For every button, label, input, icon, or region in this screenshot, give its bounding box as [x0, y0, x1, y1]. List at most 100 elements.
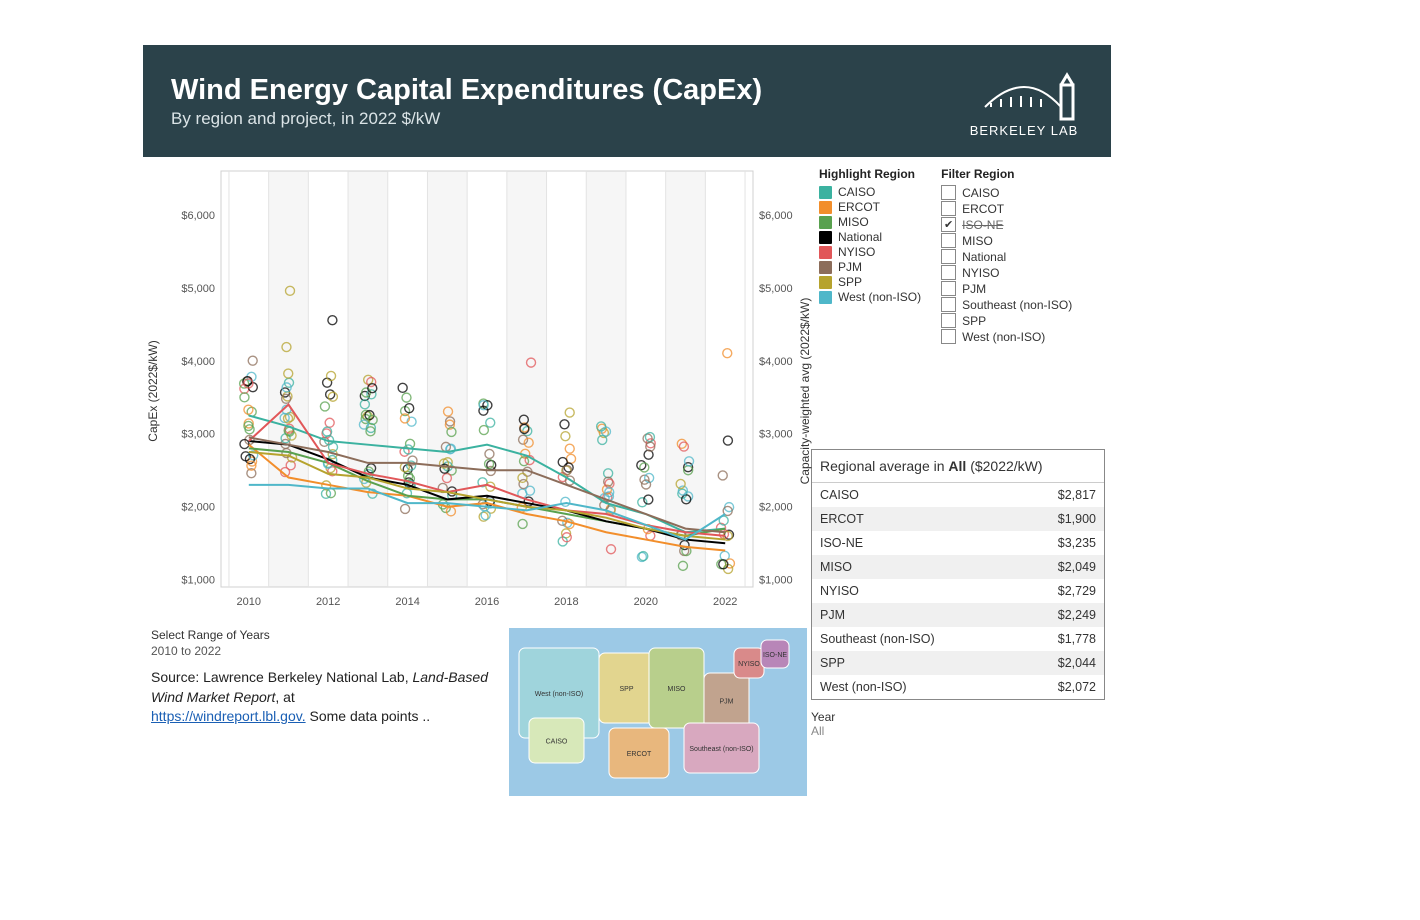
- legend-label: MISO: [838, 215, 869, 229]
- header-text: Wind Energy Capital Expenditures (CapEx)…: [171, 74, 762, 129]
- side-column: Highlight Region CAISOERCOTMISONationalN…: [811, 161, 1111, 796]
- year-range-value: 2010 to 2022: [151, 644, 491, 658]
- capex-chart[interactable]: $1,000$1,000$2,000$2,000$3,000$3,000$4,0…: [143, 161, 811, 617]
- region-cell: PJM: [812, 603, 1018, 627]
- checkbox-icon[interactable]: [941, 233, 956, 248]
- svg-text:$6,000: $6,000: [181, 210, 215, 222]
- checkbox-icon[interactable]: ✔: [941, 217, 956, 232]
- legend-label: NYISO: [838, 245, 875, 259]
- filter-item-west-non-iso-[interactable]: West (non-ISO): [941, 329, 1072, 344]
- checkbox-icon[interactable]: [941, 297, 956, 312]
- value-cell: $1,778: [1018, 627, 1104, 651]
- highlight-region-legend[interactable]: Highlight Region CAISOERCOTMISONationalN…: [819, 167, 921, 345]
- checkbox-icon[interactable]: [941, 201, 956, 216]
- highlight-item-spp[interactable]: SPP: [819, 275, 921, 289]
- region-cell: Southeast (non-ISO): [812, 627, 1018, 651]
- year-range-label: Select Range of Years: [151, 628, 491, 642]
- svg-text:CAISO: CAISO: [546, 739, 568, 746]
- table-row[interactable]: West (non-ISO)$2,072: [812, 675, 1104, 699]
- svg-text:$2,000: $2,000: [759, 502, 793, 514]
- checkbox-icon[interactable]: [941, 281, 956, 296]
- value-cell: $2,249: [1018, 603, 1104, 627]
- svg-text:NYISO: NYISO: [738, 661, 760, 668]
- svg-text:$6,000: $6,000: [759, 210, 793, 222]
- legends-row: Highlight Region CAISOERCOTMISONationalN…: [811, 161, 1111, 349]
- table-row[interactable]: PJM$2,249: [812, 603, 1104, 627]
- filter-item-nyiso[interactable]: NYISO: [941, 265, 1072, 280]
- table-title-bold: All: [948, 458, 966, 474]
- highlight-item-nyiso[interactable]: NYISO: [819, 245, 921, 259]
- highlight-item-miso[interactable]: MISO: [819, 215, 921, 229]
- filter-item-caiso[interactable]: CAISO: [941, 185, 1072, 200]
- svg-text:$1,000: $1,000: [759, 575, 793, 587]
- table-row[interactable]: ERCOT$1,900: [812, 507, 1104, 531]
- legend-label: SPP: [962, 314, 986, 328]
- highlight-item-ercot[interactable]: ERCOT: [819, 200, 921, 214]
- region-cell: NYISO: [812, 579, 1018, 603]
- highlight-item-caiso[interactable]: CAISO: [819, 185, 921, 199]
- source-link[interactable]: https://windreport.lbl.gov.: [151, 708, 306, 724]
- region-cell: MISO: [812, 555, 1018, 579]
- swatch-icon: [819, 276, 832, 289]
- table-row[interactable]: ISO-NE$3,235: [812, 531, 1104, 555]
- filter-item-iso-ne[interactable]: ✔ISO-NE: [941, 217, 1072, 232]
- highlight-legend-title: Highlight Region: [819, 167, 921, 181]
- svg-text:2022: 2022: [713, 596, 737, 608]
- checkbox-icon[interactable]: [941, 249, 956, 264]
- table-row[interactable]: MISO$2,049: [812, 555, 1104, 579]
- region-cell: West (non-ISO): [812, 675, 1018, 699]
- regional-average-table: Regional average in All ($2022/kW) CAISO…: [811, 449, 1105, 700]
- svg-text:2016: 2016: [475, 596, 499, 608]
- year-filter-label: Year: [811, 710, 1111, 724]
- svg-text:$5,000: $5,000: [759, 283, 793, 295]
- legend-label: SPP: [838, 275, 862, 289]
- table-title-prefix: Regional average in: [820, 458, 948, 474]
- region-map[interactable]: West (non-ISO)CAISOSPPMISOERCOTPJMNYISOI…: [509, 628, 807, 796]
- svg-text:ERCOT: ERCOT: [627, 751, 652, 758]
- value-cell: $2,729: [1018, 579, 1104, 603]
- legend-label: MISO: [962, 234, 993, 248]
- legend-label: PJM: [962, 282, 986, 296]
- table-row[interactable]: SPP$2,044: [812, 651, 1104, 675]
- svg-text:$4,000: $4,000: [759, 356, 793, 368]
- filter-item-southeast-non-iso-[interactable]: Southeast (non-ISO): [941, 297, 1072, 312]
- region-cell: ERCOT: [812, 507, 1018, 531]
- svg-text:$3,000: $3,000: [181, 429, 215, 441]
- svg-text:2012: 2012: [316, 596, 340, 608]
- table-row[interactable]: Southeast (non-ISO)$1,778: [812, 627, 1104, 651]
- filter-item-spp[interactable]: SPP: [941, 313, 1072, 328]
- value-cell: $1,900: [1018, 507, 1104, 531]
- svg-text:$5,000: $5,000: [181, 283, 215, 295]
- svg-text:Southeast (non-ISO): Southeast (non-ISO): [689, 746, 753, 753]
- header: Wind Energy Capital Expenditures (CapEx)…: [143, 45, 1111, 157]
- filter-region-legend[interactable]: Filter Region CAISOERCOT✔ISO-NEMISONatio…: [941, 167, 1072, 345]
- filter-item-ercot[interactable]: ERCOT: [941, 201, 1072, 216]
- filter-item-national[interactable]: National: [941, 249, 1072, 264]
- checkbox-icon[interactable]: [941, 265, 956, 280]
- checkbox-icon[interactable]: [941, 185, 956, 200]
- filter-item-pjm[interactable]: PJM: [941, 281, 1072, 296]
- table-row[interactable]: NYISO$2,729: [812, 579, 1104, 603]
- checkbox-icon[interactable]: [941, 313, 956, 328]
- filter-item-miso[interactable]: MISO: [941, 233, 1072, 248]
- y-axis-left-label: CapEx (2022$/kW): [146, 291, 160, 491]
- highlight-item-west-non-iso-[interactable]: West (non-ISO): [819, 290, 921, 304]
- logo-text: BERKELEY LAB: [970, 123, 1079, 138]
- svg-text:$4,000: $4,000: [181, 356, 215, 368]
- source-citation: Source: Lawrence Berkeley National Lab, …: [151, 668, 491, 727]
- legend-label: National: [962, 250, 1006, 264]
- region-cell: ISO-NE: [812, 531, 1018, 555]
- year-filter[interactable]: Year All: [811, 710, 1111, 738]
- legend-label: Southeast (non-ISO): [962, 298, 1072, 312]
- dashboard: Wind Energy Capital Expenditures (CapEx)…: [143, 45, 1111, 796]
- checkbox-icon[interactable]: [941, 329, 956, 344]
- region-cell: SPP: [812, 651, 1018, 675]
- highlight-item-pjm[interactable]: PJM: [819, 260, 921, 274]
- year-range-control[interactable]: Select Range of Years 2010 to 2022 Sourc…: [151, 628, 491, 796]
- legend-label: ERCOT: [962, 202, 1004, 216]
- swatch-icon: [819, 201, 832, 214]
- highlight-item-national[interactable]: National: [819, 230, 921, 244]
- svg-text:MISO: MISO: [668, 686, 686, 693]
- body: CapEx (2022$/kW) Capacity-weighted avg (…: [143, 157, 1111, 796]
- table-row[interactable]: CAISO$2,817: [812, 483, 1104, 507]
